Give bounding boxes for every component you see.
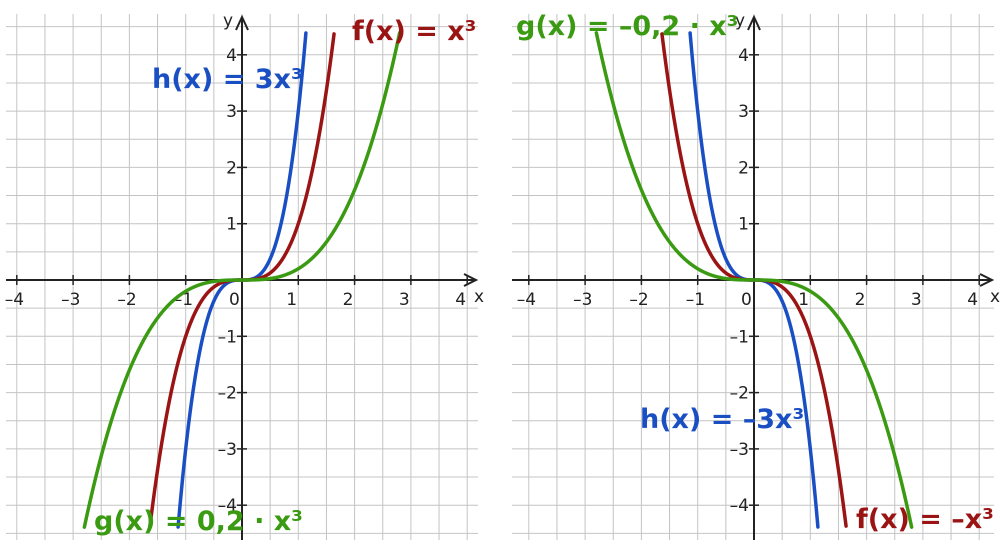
y-tick-label: –3 <box>730 440 749 460</box>
x-tick-label: 3 <box>399 290 410 310</box>
x-tick-label: 0 <box>229 290 240 310</box>
series-label: h(x) = 3x³ <box>152 64 303 95</box>
x-tick-label: –2 <box>629 290 648 310</box>
y-axis-arrow-icon <box>235 14 249 31</box>
x-axis-arrow-icon <box>463 273 479 287</box>
y-tick-label: –1 <box>218 327 237 347</box>
x-axis-arrow-icon <box>979 273 995 287</box>
series-label: f(x) = –x³ <box>856 504 994 535</box>
y-axis-label: y <box>223 11 233 31</box>
x-tick-label: –4 <box>5 290 24 310</box>
x-tick-label: 0 <box>741 290 752 310</box>
x-tick-label: 4 <box>967 290 978 310</box>
series-line <box>82 31 402 529</box>
x-tick-label: –3 <box>573 290 592 310</box>
y-tick-label: –3 <box>218 440 237 460</box>
x-tick-label: –2 <box>117 290 136 310</box>
x-tick-label: 1 <box>286 290 297 310</box>
y-tick-label: 1 <box>226 215 237 235</box>
y-tick-label: –1 <box>730 327 749 347</box>
x-tick-label: –1 <box>686 290 705 310</box>
x-tick-label: 2 <box>855 290 866 310</box>
x-tick-label: 1 <box>798 290 809 310</box>
series-label: h(x) = –3x³ <box>640 404 804 435</box>
y-tick-label: 2 <box>738 158 749 178</box>
y-tick-label: –2 <box>730 384 749 404</box>
y-tick-label: –4 <box>218 496 237 516</box>
y-axis-label: y <box>735 11 745 31</box>
x-tick-label: 3 <box>911 290 922 310</box>
x-tick-label: –3 <box>61 290 80 310</box>
series-line <box>594 31 914 529</box>
y-tick-label: –4 <box>730 496 749 516</box>
y-tick-label: 2 <box>226 158 237 178</box>
axes: x y –4 –3 –2 –1 0 1 2 3 4 –4 –3 –2 –1 1 2 3 4 <box>512 11 1000 540</box>
right-chart-panel: x y –4 –3 –2 –1 0 1 2 3 4 –4 –3 –2 –1 1 2 3 4 h(x) = –3x³ f(… <box>512 11 1000 540</box>
y-axis-arrow-icon <box>747 14 761 31</box>
series-label: g(x) = –0,2 · x³ <box>516 11 738 42</box>
series-label: f(x) = x³ <box>352 16 477 47</box>
y-tick-label: 3 <box>226 102 237 122</box>
x-tick-label: 2 <box>343 290 354 310</box>
y-tick-label: 3 <box>738 102 749 122</box>
x-tick-label: 4 <box>455 290 466 310</box>
y-tick-label: –2 <box>218 384 237 404</box>
series-label: g(x) = 0,2 · x³ <box>94 506 303 537</box>
x-axis-label: x <box>474 287 484 307</box>
x-tick-label: –4 <box>517 290 536 310</box>
x-axis-label: x <box>990 287 1000 307</box>
y-tick-label: 4 <box>738 46 749 66</box>
y-tick-label: 4 <box>226 46 237 66</box>
y-tick-label: 1 <box>738 215 749 235</box>
